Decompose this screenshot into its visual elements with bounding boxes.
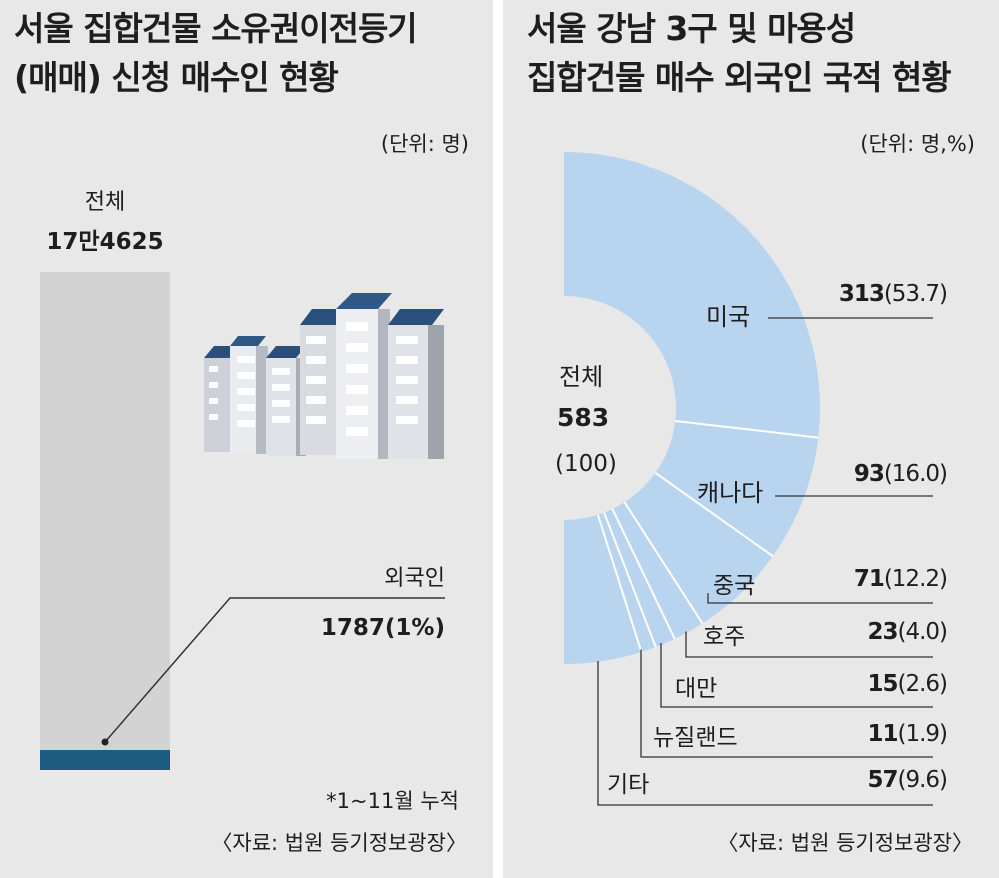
donut-center-value: 583 (557, 403, 610, 432)
donut-slice-usa (564, 152, 820, 438)
slice-count-newzealand: 11 (867, 721, 898, 747)
total-bar (40, 272, 170, 750)
slice-label-china: 중국 (713, 573, 756, 599)
slice-value-other: 57(9.6) (867, 767, 948, 793)
slice-value-newzealand: 11(1.9) (867, 721, 948, 747)
left-chart-title-line2: (매매) 신청 매수인 현황 (14, 58, 339, 97)
donut-divider-newzealand (596, 514, 643, 653)
foreign-bar-value: 1787(1%) (320, 615, 445, 641)
slice-pct-taiwan: (2.6) (897, 671, 948, 697)
left-chart-panel: 서울 집합건물 소유권이전등기 (매매) 신청 매수인 현황 (단위: 명) 전… (0, 0, 493, 878)
slice-pct-australia: (4.0) (897, 619, 948, 645)
right-chart-panel: 서울 강남 3구 및 마용성 집합건물 매수 외국인 국적 현황 (단위: 명,… (503, 0, 999, 878)
left-note: *1~11월 누적 (326, 789, 459, 813)
right-source: 〈자료: 법원 등기정보광장〉 (717, 831, 973, 855)
donut-center-pct: (100) (555, 451, 617, 477)
slice-label-australia: 호주 (703, 624, 746, 650)
slice-count-canada: 93 (853, 461, 885, 487)
slice-label-usa: 미국 (706, 303, 751, 331)
donut-center-label: 전체 (559, 363, 604, 391)
foreign-bar (40, 750, 170, 770)
slice-value-china: 71(12.2) (853, 566, 948, 592)
leader-line-china (707, 593, 933, 604)
apartment-buildings-icon (204, 293, 444, 459)
slice-count-taiwan: 15 (867, 671, 898, 697)
slice-value-usa: 313(53.7) (838, 281, 948, 307)
slice-count-china: 71 (853, 566, 885, 592)
slice-count-australia: 23 (867, 619, 898, 645)
donut-divider-australia (611, 508, 676, 640)
right-chart-title-line1: 서울 강남 3구 및 마용성 (527, 9, 856, 48)
left-bar-chart-svg (40, 272, 445, 770)
left-source: 〈자료: 법원 등기정보광장〉 (211, 831, 467, 855)
slice-pct-china: (12.2) (883, 566, 948, 592)
donut-divider-usa (675, 419, 819, 439)
slice-value-australia: 23(4.0) (867, 619, 948, 645)
slice-pct-usa: (53.7) (883, 281, 948, 307)
leader-line-australia (685, 631, 933, 658)
left-chart-title-line1: 서울 집합건물 소유권이전등기 (14, 9, 418, 48)
slice-value-canada: 93(16.0) (853, 461, 948, 487)
leader-line-newzealand (640, 649, 933, 758)
total-bar-value: 17만4625 (46, 229, 164, 255)
slice-label-taiwan: 대만 (675, 676, 718, 702)
donut-slice-other (564, 514, 642, 664)
foreign-leader-dot (101, 738, 109, 746)
slice-count-other: 57 (867, 767, 898, 793)
donut-divider-china (623, 501, 704, 624)
slice-count-usa: 313 (838, 281, 885, 307)
half-donut-chart-svg (564, 152, 933, 806)
donut-slice-australia (612, 502, 703, 639)
right-chart-title-line2: 집합건물 매수 외국인 국적 현황 (527, 58, 952, 97)
donut-slice-newzealand (597, 512, 656, 653)
donut-slice-taiwan (604, 508, 675, 648)
donut-slice-canada (655, 420, 819, 557)
slice-label-canada: 캐나다 (697, 479, 764, 507)
leader-line-other (597, 660, 933, 806)
right-unit-label: (단위: 명,%) (860, 132, 975, 156)
foreign-bar-label: 외국인 (384, 566, 445, 591)
slice-pct-newzealand: (1.9) (897, 721, 948, 747)
leader-line-taiwan (660, 643, 933, 708)
foreign-leader-line (104, 597, 445, 743)
donut-divider-taiwan (603, 512, 657, 648)
slice-value-taiwan: 15(2.6) (867, 671, 948, 697)
left-unit-label: (단위: 명) (380, 132, 469, 156)
slice-pct-other: (9.6) (897, 767, 948, 793)
slice-label-newzealand: 뉴질랜드 (653, 725, 738, 751)
slice-label-other: 기타 (607, 772, 650, 798)
slice-pct-canada: (16.0) (883, 461, 948, 487)
total-bar-label: 전체 (84, 190, 126, 215)
donut-slice-china (624, 472, 773, 624)
donut-divider-canada (654, 471, 774, 557)
